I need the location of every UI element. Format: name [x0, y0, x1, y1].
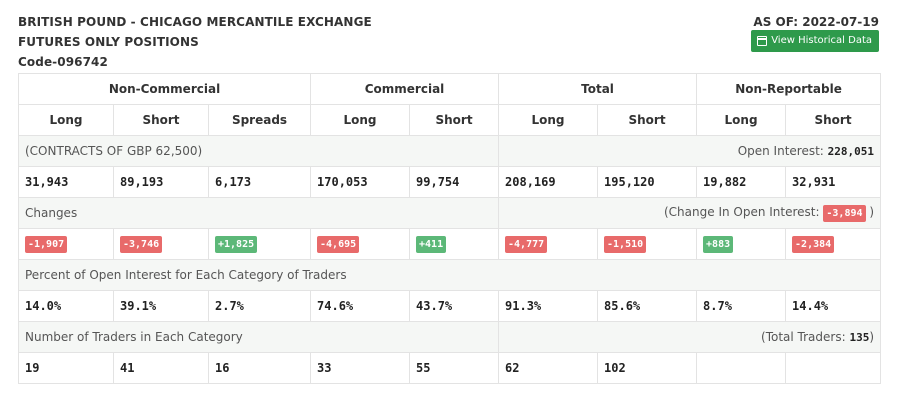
- change-badge: -1,907: [25, 235, 68, 253]
- percent-cell: 2.7%: [207, 290, 312, 322]
- traders-cell: 62: [498, 352, 599, 384]
- change-badge: -3,746: [120, 235, 163, 253]
- total-traders-prefix: (Total Traders:: [761, 330, 846, 344]
- contracts-values-row: 31,943 89,193 6,173 170,053 99,754 208,1…: [18, 166, 882, 198]
- change-cell: +411: [409, 228, 500, 260]
- traders-cell: 102: [597, 352, 698, 384]
- change-cell: -1,907: [18, 228, 114, 260]
- contracts-cell: 99,754: [409, 166, 500, 198]
- oi-change-badge: -3,894: [823, 204, 866, 222]
- traders-cell: 41: [113, 352, 209, 384]
- percent-cell: 85.6%: [597, 290, 698, 322]
- change-cell: -4,777: [498, 228, 599, 260]
- traders-values-row: 19 41 16 33 55 62 102: [18, 352, 882, 384]
- change-badge: -4,777: [505, 235, 548, 253]
- col-t-short: Short: [597, 104, 698, 136]
- percent-section-row: Percent of Open Interest for Each Catego…: [17, 259, 882, 291]
- col-nc-long: Long: [18, 104, 114, 136]
- percent-cell: 43.7%: [409, 290, 500, 322]
- total-traders: (Total Traders: 135): [498, 321, 882, 353]
- group-non-reportable: Non-Reportable: [696, 73, 882, 105]
- change-cell: -2,384: [785, 228, 882, 260]
- group-non-commercial: Non-Commercial: [17, 73, 312, 105]
- change-cell: +1,825: [207, 228, 312, 260]
- open-interest: Open Interest: 228,051: [498, 135, 882, 167]
- cot-positions-table: Non-Commercial Commercial Total Non-Repo…: [17, 73, 882, 384]
- change-cell: -4,695: [310, 228, 411, 260]
- col-nc-spreads: Spreads: [207, 104, 312, 136]
- traders-cell: 33: [310, 352, 411, 384]
- total-traders-value: 135: [849, 331, 870, 344]
- percent-cell: 91.3%: [498, 290, 599, 322]
- percent-cell: 39.1%: [113, 290, 209, 322]
- report-code: Code-096742: [18, 55, 108, 69]
- contracts-cell: 170,053: [310, 166, 411, 198]
- contracts-cell: 89,193: [113, 166, 209, 198]
- group-header-row: Non-Commercial Commercial Total Non-Repo…: [17, 73, 882, 105]
- traders-section-row: Number of Traders in Each Category (Tota…: [17, 321, 882, 353]
- changes-values-row: -1,907 -3,746 +1,825 -4,695 +411 -4,777 …: [18, 228, 882, 260]
- view-historical-data-label: View Historical Data: [771, 35, 872, 46]
- traders-cell: [785, 352, 882, 384]
- contracts-cell: 19,882: [696, 166, 787, 198]
- change-badge: +411: [416, 235, 447, 253]
- contracts-section-row: (CONTRACTS OF GBP 62,500) Open Interest:…: [17, 135, 882, 167]
- changes-section-row: Changes (Change In Open Interest: -3,894…: [17, 197, 882, 229]
- contracts-cell: 6,173: [207, 166, 312, 198]
- contracts-cell: 208,169: [498, 166, 599, 198]
- traders-cell: 55: [409, 352, 500, 384]
- percent-values-row: 14.0% 39.1% 2.7% 74.6% 43.7% 91.3% 85.6%…: [18, 290, 882, 322]
- col-nr-long: Long: [696, 104, 787, 136]
- change-badge: +883: [703, 235, 734, 253]
- oi-change-suffix: ): [869, 204, 875, 219]
- percent-cell: 14.4%: [785, 290, 882, 322]
- traders-cell: 16: [207, 352, 312, 384]
- contracts-cell: 31,943: [18, 166, 114, 198]
- report-title-line2: FUTURES ONLY POSITIONS: [18, 35, 199, 49]
- change-badge: -4,695: [317, 235, 360, 253]
- group-commercial: Commercial: [310, 73, 500, 105]
- percent-cell: 74.6%: [310, 290, 411, 322]
- oi-change-prefix: (Change In Open Interest:: [664, 204, 820, 219]
- traders-cell: 19: [18, 352, 114, 384]
- change-cell: +883: [696, 228, 787, 260]
- subheader-row: Long Short Spreads Long Short Long Short…: [18, 104, 882, 136]
- change-cell: -1,510: [597, 228, 698, 260]
- percent-cell: 14.0%: [18, 290, 114, 322]
- view-historical-data-button[interactable]: View Historical Data: [751, 30, 879, 52]
- changes-label: Changes: [17, 197, 500, 229]
- change-badge: -2,384: [792, 235, 835, 253]
- col-nc-short: Short: [113, 104, 209, 136]
- col-c-short: Short: [409, 104, 500, 136]
- traders-label: Number of Traders in Each Category: [17, 321, 500, 353]
- group-total: Total: [498, 73, 698, 105]
- report-title-line1: BRITISH POUND - CHICAGO MERCANTILE EXCHA…: [18, 15, 372, 29]
- contracts-cell: 195,120: [597, 166, 698, 198]
- percent-cell: 8.7%: [696, 290, 787, 322]
- contracts-cell: 32,931: [785, 166, 882, 198]
- change-cell: -3,746: [113, 228, 209, 260]
- open-interest-label: Open Interest:: [737, 144, 824, 158]
- traders-cell: [696, 352, 787, 384]
- percent-label: Percent of Open Interest for Each Catego…: [17, 259, 882, 291]
- col-c-long: Long: [310, 104, 411, 136]
- as-of-date: AS OF: 2022-07-19: [753, 15, 879, 29]
- col-t-long: Long: [498, 104, 599, 136]
- report-header: BRITISH POUND - CHICAGO MERCANTILE EXCHA…: [18, 12, 372, 72]
- open-interest-value: 228,051: [827, 145, 875, 158]
- change-badge: -1,510: [604, 235, 647, 253]
- change-badge: +1,825: [215, 235, 258, 253]
- total-traders-suffix: ): [869, 330, 875, 344]
- contracts-label: (CONTRACTS OF GBP 62,500): [17, 135, 500, 167]
- col-nr-short: Short: [785, 104, 882, 136]
- oi-change: (Change In Open Interest: -3,894 ): [498, 197, 882, 229]
- calendar-icon: [757, 36, 768, 46]
